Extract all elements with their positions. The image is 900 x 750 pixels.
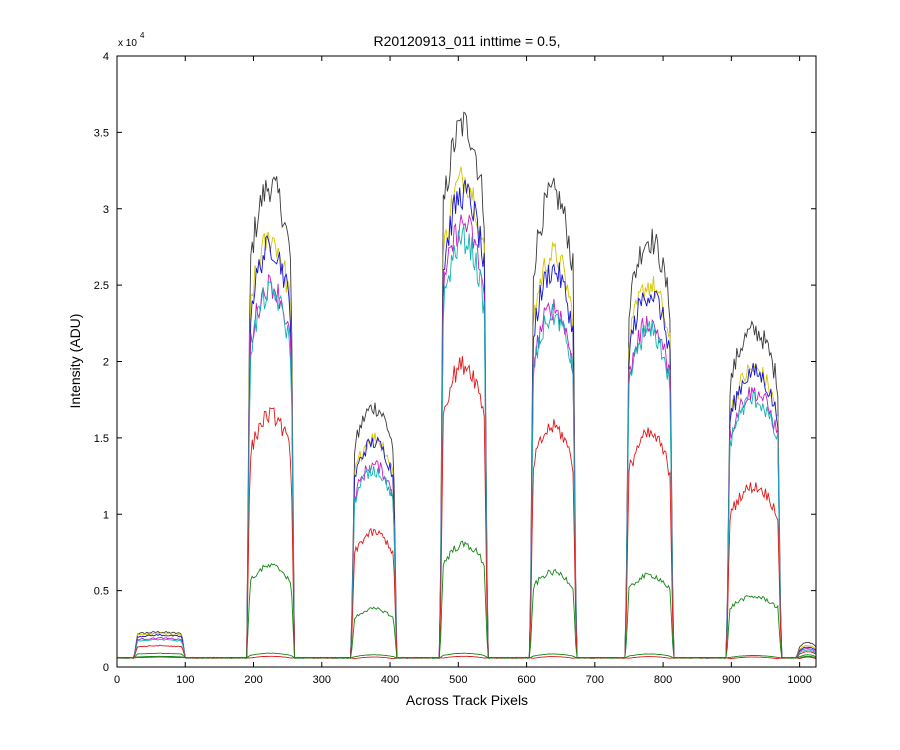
x-tick-label: 1000 <box>787 674 811 686</box>
x-tick-label: 600 <box>517 674 535 686</box>
x-tick-label: 800 <box>654 674 672 686</box>
y-tick-label: 0 <box>103 662 109 674</box>
series-layer <box>116 111 817 660</box>
y-tick-label: 2 <box>103 357 109 369</box>
y-tick-label: 3 <box>103 204 109 216</box>
plot-area <box>116 55 817 668</box>
x-tick-label: 700 <box>586 674 604 686</box>
x-axis: 0 100 200 300 400 500 600 700 800 900 1000 <box>114 56 812 686</box>
x-tick-label: 200 <box>244 674 262 686</box>
x-tick-label: 500 <box>449 674 467 686</box>
x-tick-label: 300 <box>313 674 331 686</box>
x-axis-title: Across Track Pixels <box>406 692 528 708</box>
y-tick-label: 2.5 <box>94 280 109 292</box>
y-scale-exponent: 4 <box>140 31 145 40</box>
y-tick-label: 4 <box>103 51 109 63</box>
y-tick-label: 1.5 <box>94 433 109 445</box>
y-scale-base: x 10 <box>118 38 137 49</box>
x-tick-label: 900 <box>722 674 740 686</box>
y-axis: 0 0.5 1 1.5 2 2.5 3 3.5 4 <box>94 51 816 674</box>
x-tick-label: 0 <box>114 674 120 686</box>
chart-title: R20120913_011 inttime = 0.5, <box>374 33 561 49</box>
x-tick-label: 100 <box>176 674 194 686</box>
y-tick-label: 3.5 <box>94 127 109 139</box>
y-axis-title: Intensity (ADU) <box>67 314 83 409</box>
y-tick-label: 1 <box>103 509 109 521</box>
y-tick-label: 0.5 <box>94 586 109 598</box>
x-tick-label: 400 <box>381 674 399 686</box>
series-line <box>116 652 817 659</box>
